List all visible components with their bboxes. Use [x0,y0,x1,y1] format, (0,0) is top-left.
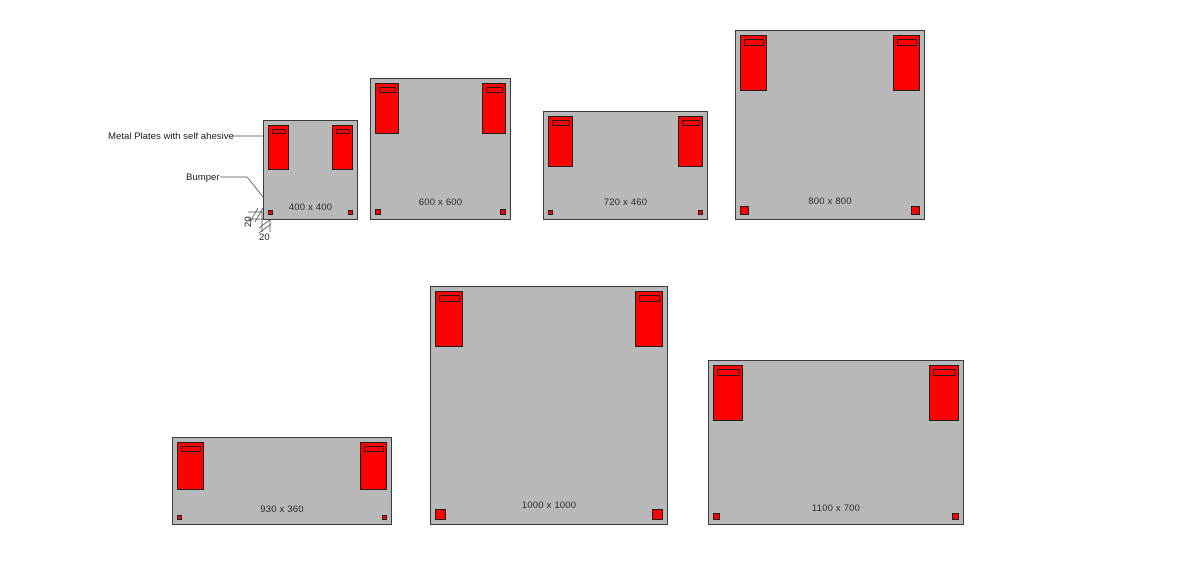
metal-plate-left[interactable] [177,442,204,490]
dimension-label-vertical-20: 20 [243,216,254,227]
panel-size-label: 400 x 400 [288,202,333,213]
bumper-right[interactable] [911,206,920,215]
metal-plate-left[interactable] [713,365,743,421]
bumper-left[interactable] [740,206,749,215]
metal-plate-slot-icon [743,38,764,46]
metal-plate-left[interactable] [548,116,573,167]
metal-plate-left[interactable] [740,35,767,91]
metal-plate-slot-icon [363,445,384,452]
metal-plate-slot-icon [378,86,396,93]
bumper-left[interactable] [548,210,553,215]
panel-size-label: 720 x 460 [603,197,648,208]
metal-plate-slot-icon [681,119,700,126]
panel-1000x1000[interactable]: 1000 x 1000 [430,286,668,525]
metal-plate-right[interactable] [635,291,663,347]
panel-1100x700[interactable]: 1100 x 700 [708,360,964,525]
panel-720x460[interactable]: 720 x 460 [543,111,708,220]
metal-plate-left[interactable] [435,291,463,347]
dim-horizontal-tick-a [258,218,272,229]
metal-plate-left[interactable] [375,83,399,134]
bumper-left[interactable] [177,515,182,520]
panel-400x400[interactable]: 400 x 400 [263,120,358,220]
metal-plate-right[interactable] [678,116,703,167]
annotation-bumper: Bumper [186,172,220,183]
bumper-right[interactable] [382,515,387,520]
metal-plate-slot-icon [485,86,503,93]
metal-plate-right[interactable] [929,365,959,421]
bumper-right[interactable] [500,209,506,215]
metal-plate-right[interactable] [332,125,353,170]
metal-plate-right[interactable] [482,83,506,134]
metal-plate-slot-icon [335,128,350,134]
panel-600x600[interactable]: 600 x 600 [370,78,511,220]
metal-plate-slot-icon [932,368,956,376]
bumper-left[interactable] [268,210,273,215]
metal-plate-right[interactable] [893,35,920,91]
dimension-label-horizontal-20: 20 [259,232,270,243]
panel-size-label: 930 x 360 [260,504,304,515]
dim-vertical-tick-b [254,207,264,223]
metal-plate-slot-icon [271,128,286,134]
bumper-right[interactable] [652,509,663,520]
bumper-right[interactable] [348,210,353,215]
metal-plate-slot-icon [638,294,660,302]
metal-plate-left[interactable] [268,125,289,170]
annotation-metal-plates: Metal Plates with self ahesive [108,131,234,142]
metal-plate-slot-icon [551,119,570,126]
metal-plate-slot-icon [180,445,201,452]
metal-plate-slot-icon [896,38,917,46]
panel-800x800[interactable]: 800 x 800 [735,30,925,220]
metal-plate-right[interactable] [360,442,387,490]
bumper-right[interactable] [698,210,703,215]
bumper-right[interactable] [952,513,959,520]
panel-930x360[interactable]: 930 x 360 [172,437,392,525]
panel-size-label: 600 x 600 [418,197,463,208]
panel-size-label: 800 x 800 [808,196,852,207]
panel-size-label: 1100 x 700 [811,503,861,514]
bumper-left[interactable] [375,209,381,215]
metal-plate-slot-icon [716,368,740,376]
panel-size-label: 1000 x 1000 [521,500,577,511]
metal-plate-slot-icon [438,294,460,302]
bumper-left[interactable] [435,509,446,520]
bumper-left[interactable] [713,513,720,520]
